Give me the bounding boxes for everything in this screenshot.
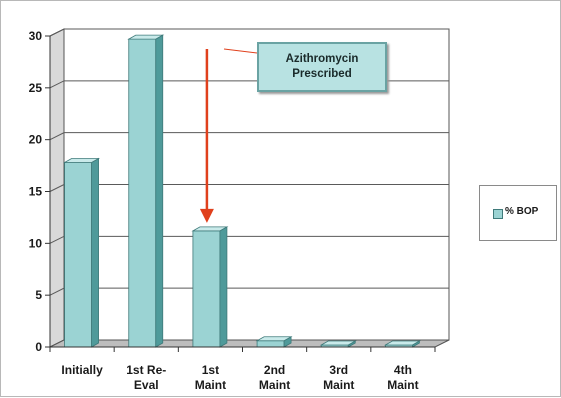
annotation-line-1: Azithromycin (285, 53, 359, 65)
arrow-leader (223, 48, 258, 54)
y-tick-label-10: 10 (29, 236, 43, 250)
x-tick-label-1: 1st Re-Eval (126, 363, 166, 392)
bar-front-0 (64, 162, 92, 348)
bar-front-2 (192, 230, 221, 348)
bar-top-2 (191, 226, 229, 232)
y-tick-label-20: 20 (29, 133, 43, 147)
gridline-5 (49, 287, 449, 296)
gridline-15 (49, 184, 449, 192)
bar-5 (383, 340, 421, 348)
bar-top-5 (383, 340, 421, 346)
bar-top-3 (255, 336, 293, 342)
y-tick-label-15: 15 (29, 185, 43, 199)
annotation-arrow (199, 48, 258, 223)
bar-front-1 (128, 38, 157, 348)
bar-side-2 (219, 226, 228, 348)
gridline-20 (49, 132, 449, 141)
y-tick-label-25: 25 (29, 81, 43, 95)
bar-top-0 (63, 158, 101, 163)
legend-swatch (493, 209, 503, 219)
bar-front-3 (256, 340, 285, 348)
bar-2 (191, 226, 229, 348)
y-tick-label-5: 5 (35, 288, 42, 302)
bar-top-1 (127, 34, 165, 40)
x-axis-ticks: Initially 1st Re-Eval 1st Maint 2nd Maint 3rd M… (49, 346, 436, 392)
x-tick-label-2: 1st Maint (195, 363, 226, 392)
legend: % BOP (479, 185, 557, 241)
legend-label: % BOP (505, 206, 539, 217)
gridline-30 (49, 28, 449, 37)
gridline-10 (49, 235, 449, 244)
x-tick-label-5: 4th Maint (387, 363, 418, 392)
annotation-callout: Azithromycin Prescribed (257, 42, 387, 92)
y-axis-ticks: 0 5 10 15 20 25 30 (29, 29, 51, 354)
bar-3 (255, 336, 293, 348)
bar-4 (319, 340, 357, 348)
y-tick-label-0: 0 (35, 340, 42, 354)
x-tick-label-3: 2nd Maint (259, 363, 290, 392)
bar-1 (127, 34, 165, 348)
y-tick-label-30: 30 (29, 29, 43, 43)
bar-side-1 (155, 34, 164, 348)
bars (63, 34, 421, 348)
x-tick-label-4: 3rd Maint (323, 363, 354, 392)
annotation-line-2: Prescribed (292, 68, 352, 80)
plot-walls (49, 28, 450, 348)
bar-0 (63, 157, 101, 348)
x-tick-label-0: Initially (61, 363, 103, 377)
bar-side-0 (91, 157, 99, 348)
arrow-head (199, 208, 214, 223)
bar-top-4 (319, 340, 357, 346)
